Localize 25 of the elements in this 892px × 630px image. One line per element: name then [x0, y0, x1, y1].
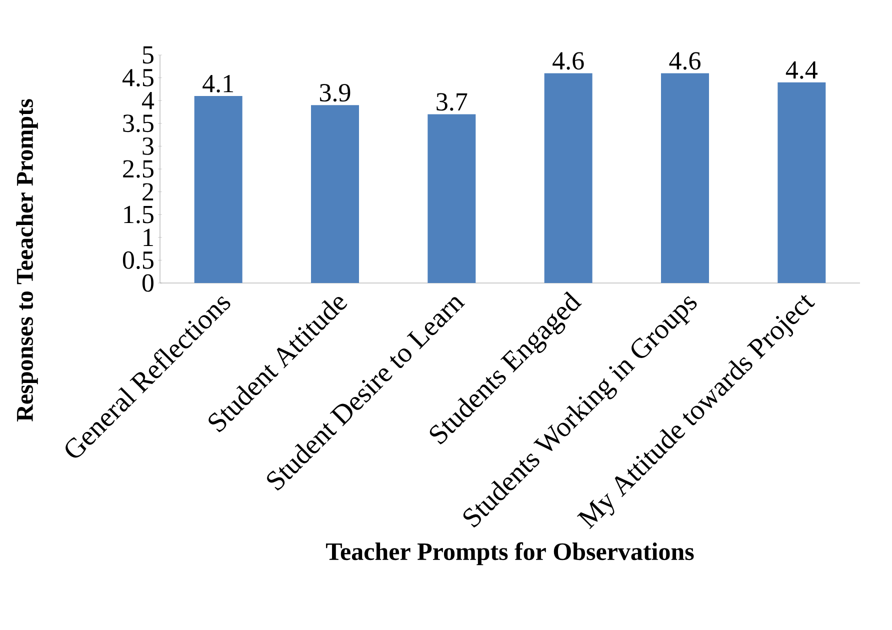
- bar: [194, 96, 242, 283]
- y-tick-label: 3.5: [123, 114, 154, 132]
- data-label: 3.9: [320, 84, 350, 102]
- y-tick-label: 3: [142, 137, 154, 155]
- data-label: 4.6: [552, 52, 584, 70]
- bar: [428, 114, 476, 283]
- y-tick-label: 0.5: [122, 251, 154, 270]
- y-tick-label: 2.5: [123, 160, 154, 178]
- y-tick-label: 5: [142, 46, 154, 64]
- data-label: 4.4: [786, 61, 818, 79]
- x-axis-title: Teacher Prompts for Observations: [326, 542, 694, 566]
- bar: [311, 105, 359, 283]
- y-tick-label: 4: [142, 92, 154, 110]
- bar: [778, 82, 826, 283]
- data-label: 3.7: [436, 93, 468, 111]
- data-label: 4.6: [669, 52, 700, 70]
- y-axis-title: Responses to Teeacher Prompts: [16, 99, 38, 422]
- bar: [661, 73, 709, 283]
- y-tick-label: 2: [142, 183, 154, 200]
- y-tick-label: 1.5: [124, 206, 154, 224]
- y-tick-label: 1: [144, 228, 153, 246]
- y-tick-label: 0: [142, 274, 154, 292]
- bar: [544, 73, 592, 283]
- data-label: 4.1: [202, 74, 234, 92]
- y-tick-label: 4.5: [122, 69, 154, 87]
